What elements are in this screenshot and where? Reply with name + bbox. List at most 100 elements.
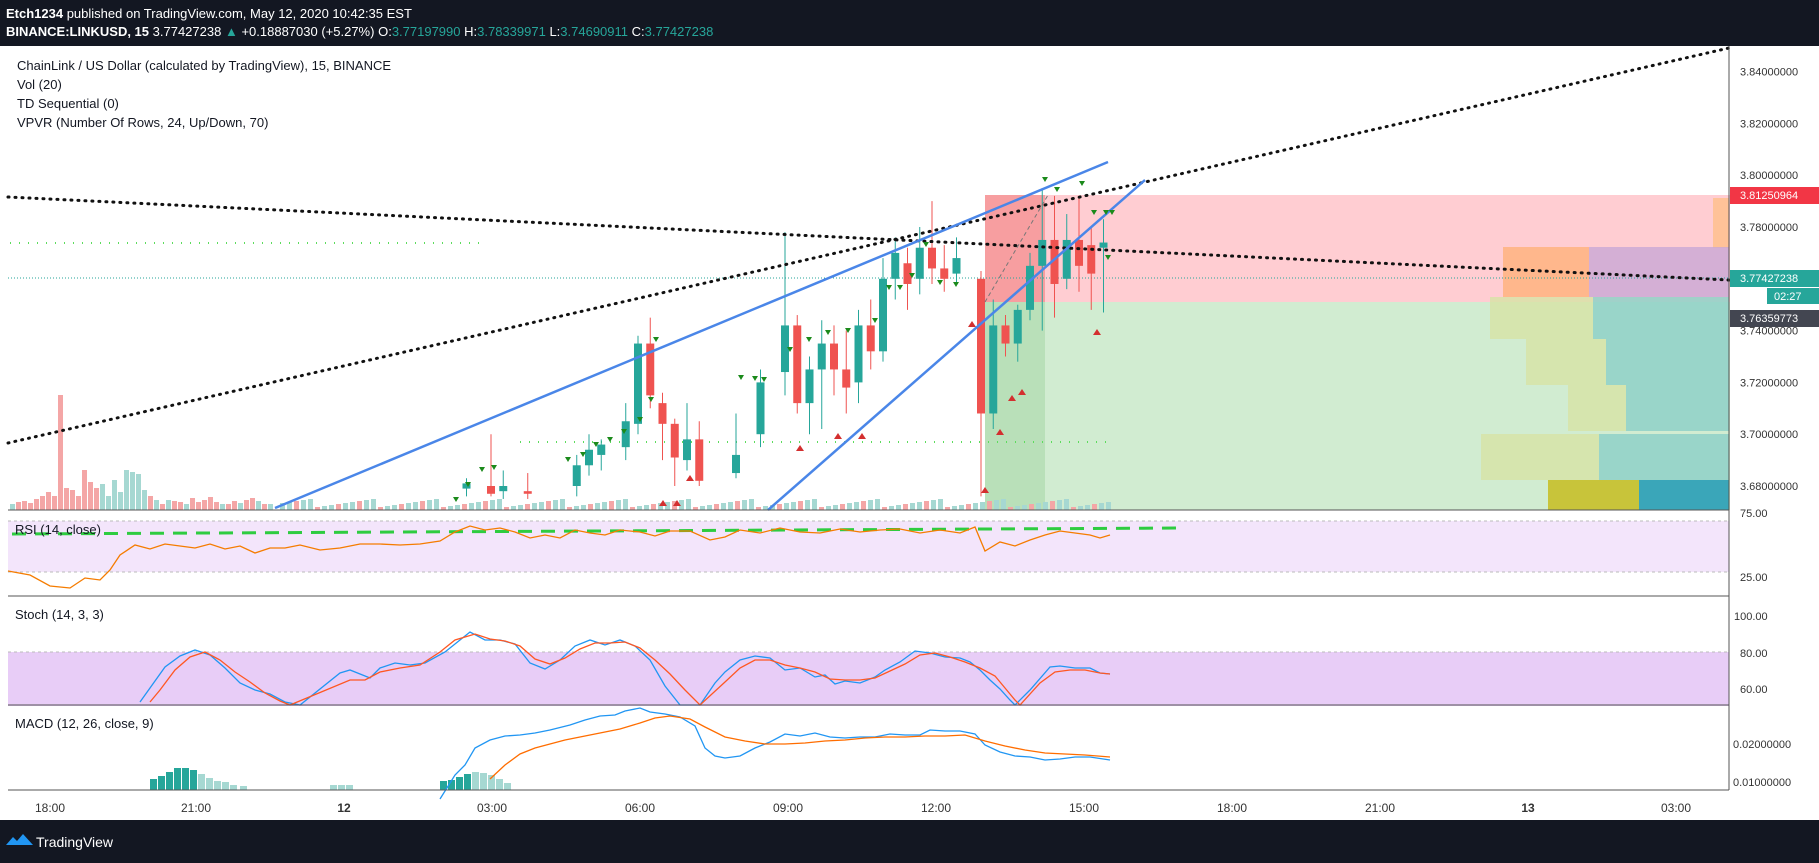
candle-body	[1099, 242, 1108, 248]
rsi-tick: 25.00	[1740, 572, 1768, 584]
volume-bar	[980, 502, 985, 510]
td-down-marker	[637, 417, 643, 422]
wedge-upper-line[interactable]	[274, 160, 1109, 510]
drawings[interactable]	[6, 46, 1731, 511]
volume-bar	[602, 502, 607, 510]
volume-bar	[1071, 507, 1076, 510]
td-down-marker	[621, 429, 627, 434]
volume-bar	[262, 504, 267, 510]
volume-bar	[1099, 503, 1104, 510]
td-down-marker	[491, 465, 497, 470]
volume-bar	[214, 502, 219, 510]
candle-body	[854, 325, 863, 383]
td-down-marker	[1103, 210, 1109, 215]
macd-hist-bar	[166, 772, 173, 790]
volume-bar	[315, 507, 320, 510]
chart-canvas[interactable]: ChainLink / US Dollar (calculated by Tra…	[0, 46, 1819, 820]
td-down-marker	[897, 285, 903, 290]
volume-bar	[819, 507, 824, 510]
volume-bar	[301, 500, 306, 510]
author-name[interactable]: Etch1234	[6, 6, 64, 21]
entry-price-text: 3.76359773	[1740, 313, 1798, 325]
volume-bar	[130, 472, 135, 510]
volume-bar	[644, 505, 649, 510]
volume-bar	[58, 395, 63, 510]
volume-bar	[910, 503, 915, 510]
time-tick: 18:00	[35, 801, 65, 815]
volume-bar	[1078, 506, 1083, 510]
volume-bar	[148, 496, 153, 510]
candle-body	[634, 343, 642, 424]
wedge-lower-line[interactable]	[767, 179, 1146, 511]
volume-bar	[184, 504, 189, 510]
macd-tick: 0.02000000	[1733, 739, 1791, 751]
vpvr-row	[1481, 434, 1599, 480]
candle-body	[1001, 325, 1010, 344]
candle-body	[621, 421, 630, 448]
volume-bar	[861, 501, 866, 510]
volume-bar	[385, 506, 390, 510]
vpvr-row	[1626, 385, 1729, 431]
price-axis[interactable]: 3.880000003.860000003.840000003.82000000…	[1740, 46, 1798, 493]
td-down-marker	[923, 242, 929, 247]
td-sequential-markers	[453, 177, 1115, 506]
low-value: 3.74690911	[560, 24, 628, 39]
volume-bar	[987, 501, 992, 510]
volume-bar	[196, 502, 201, 510]
volume-bar	[756, 507, 761, 510]
volume-bar	[497, 499, 502, 510]
volume-bar	[1008, 507, 1013, 510]
low-label: L:	[549, 24, 561, 39]
volume-bar	[52, 496, 57, 510]
candle-body	[989, 325, 998, 414]
countdown-text: 02:27	[1774, 291, 1802, 303]
volume-bar	[777, 504, 782, 510]
td-up-marker	[796, 445, 804, 451]
tradingview-brand[interactable]: TradingView	[36, 834, 114, 850]
volume-bar	[420, 501, 425, 510]
volume-bar	[308, 499, 313, 510]
rising-dotted-trendline[interactable]	[6, 46, 1731, 445]
td-down-marker	[1091, 210, 1097, 215]
macd-hist-bar	[206, 778, 213, 790]
macd-hist-bar	[504, 783, 511, 790]
volume-bar	[64, 488, 69, 510]
stoch-tick: 60.00	[1740, 684, 1768, 696]
td-up-marker	[659, 500, 667, 506]
macd-tick: 0.01000000	[1733, 777, 1791, 789]
falling-dotted-trendline[interactable]	[6, 195, 1731, 282]
volume-bar	[854, 502, 859, 510]
td-down-marker	[607, 437, 613, 442]
volume-bar	[581, 505, 586, 510]
candle-body	[462, 483, 471, 489]
volume-bar	[448, 506, 453, 510]
volume-bar	[462, 504, 467, 510]
volume-bar	[226, 504, 231, 510]
time-tick: 03:00	[477, 801, 507, 815]
time-axis[interactable]: 18:00 21:00 12 03:00 06:00 09:00 12:00 15:00 18:…	[35, 801, 1691, 815]
candle-body	[756, 382, 765, 435]
high-label: H:	[464, 24, 478, 39]
volume-bar	[16, 502, 21, 510]
indicator-axes: 75.00 25.00 100.00 80.00 60.00 0.0200000…	[1733, 508, 1791, 789]
volume-bar	[525, 504, 530, 510]
tradingview-logo-icon[interactable]	[6, 833, 34, 849]
candle-body	[523, 491, 532, 494]
price-change: +0.18887030 (+5.27%)	[241, 24, 375, 39]
volume-bar	[1029, 504, 1034, 510]
price-tags: 3.81250964 3.77427238 02:27 3.76359773	[1730, 187, 1819, 327]
volume-bar	[136, 474, 141, 510]
volume-bar	[1092, 504, 1097, 510]
volume-bar	[609, 501, 614, 510]
volume-bar	[34, 499, 39, 510]
close-label: C:	[631, 24, 645, 39]
volume-bar	[329, 505, 334, 510]
volume-bar	[1050, 501, 1055, 510]
td-up-marker	[686, 475, 694, 481]
volume-bar	[280, 503, 285, 510]
volume-bar	[511, 506, 516, 510]
volume-bar	[616, 500, 621, 510]
time-tick: 13	[1521, 801, 1535, 815]
price-tick: 3.82000000	[1740, 118, 1798, 130]
td-legend: TD Sequential (0)	[17, 96, 119, 111]
